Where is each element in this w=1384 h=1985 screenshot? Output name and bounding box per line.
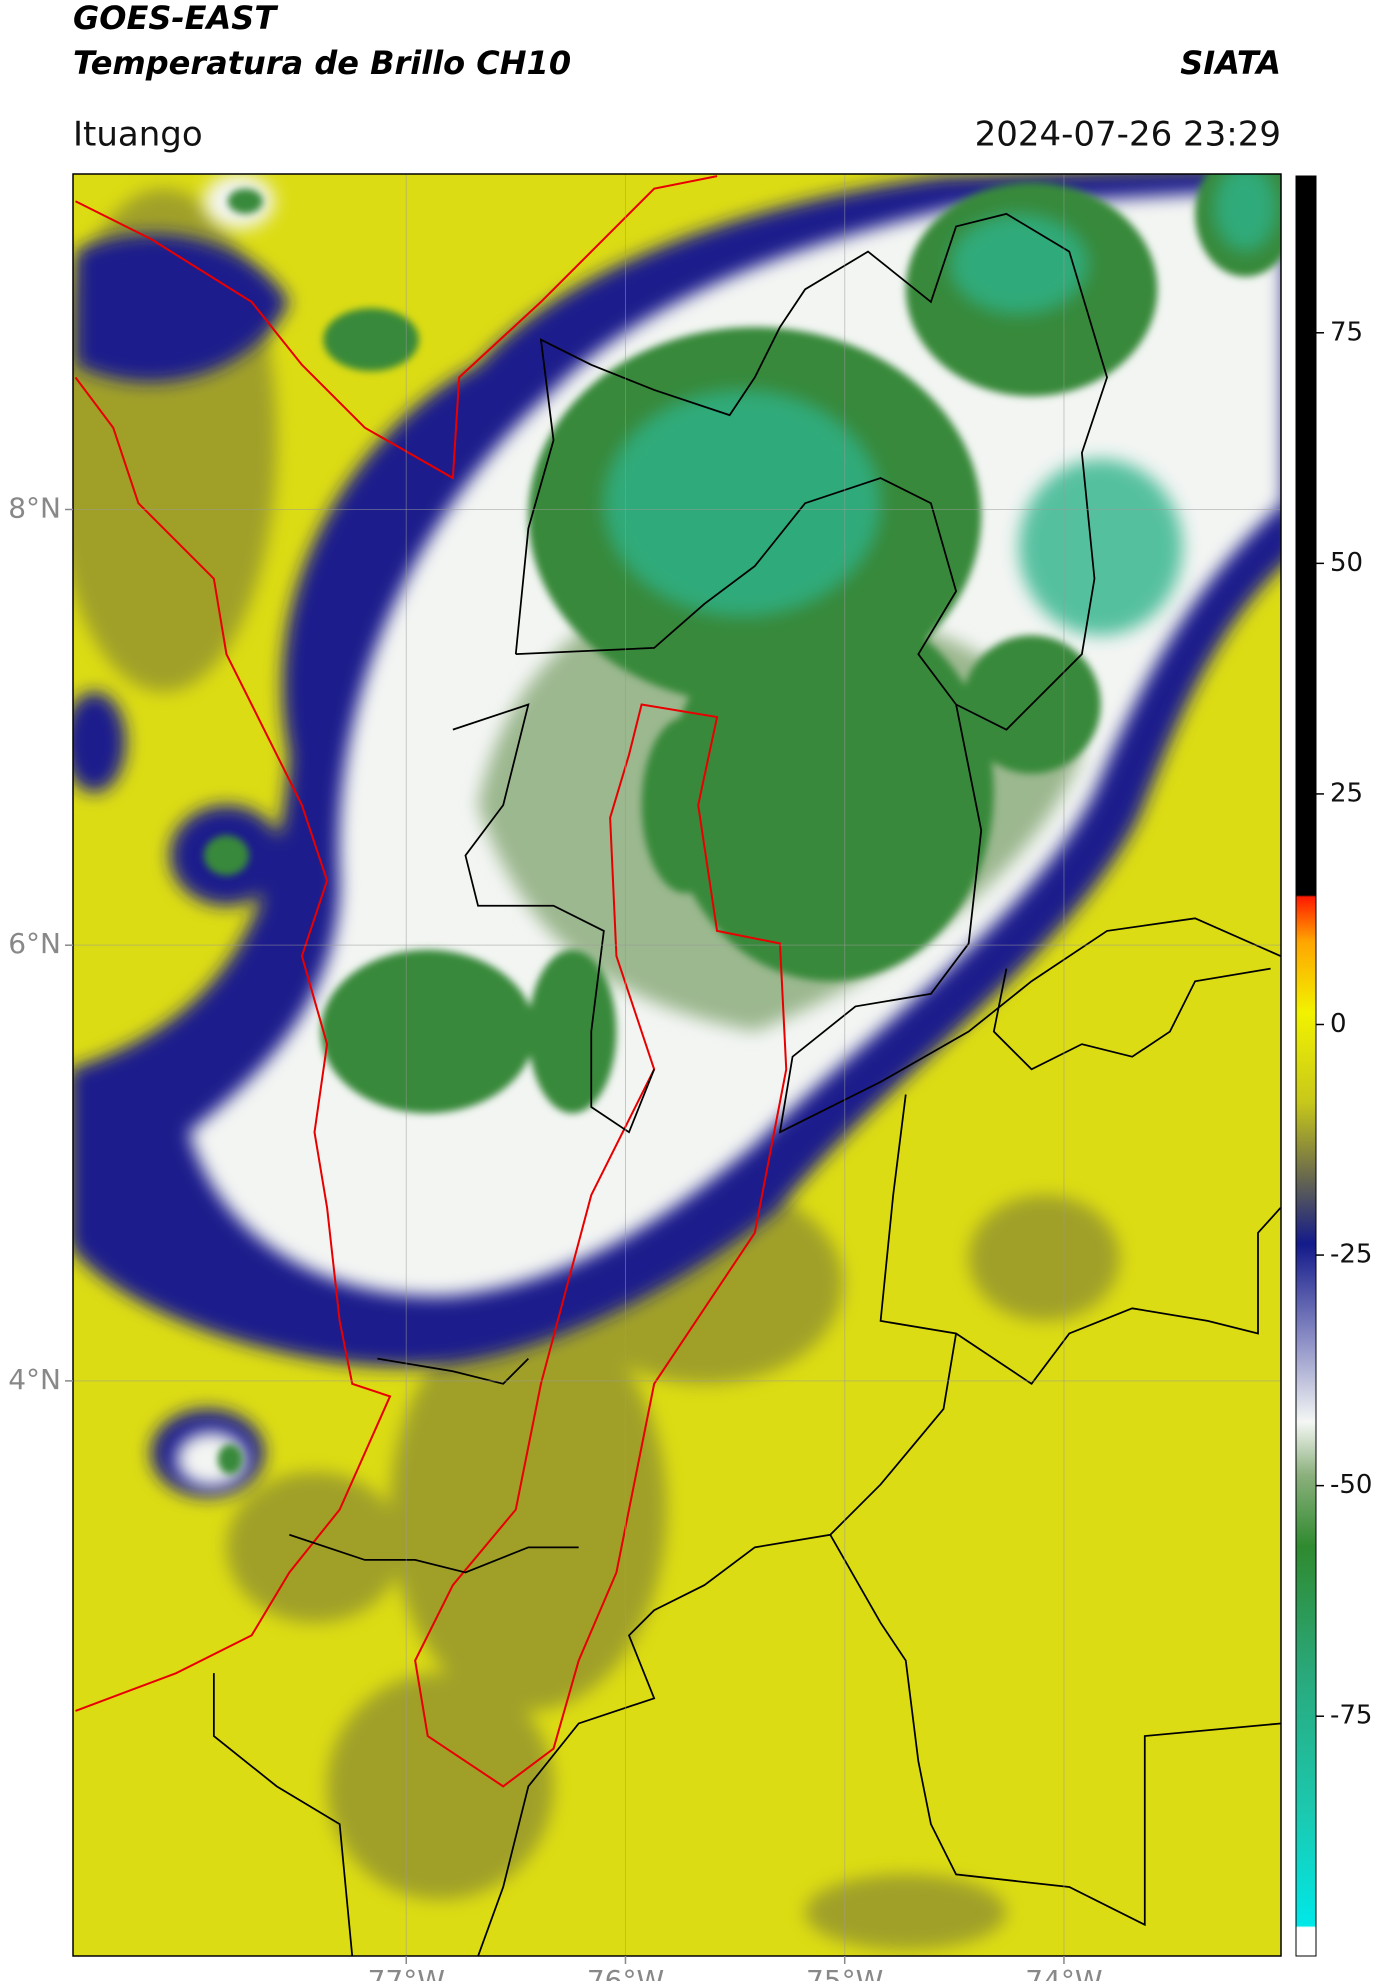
graticule xyxy=(73,174,1281,1956)
x-tick-label: 74°W xyxy=(1025,1964,1102,1981)
x-tick-label: 76°W xyxy=(587,1964,664,1981)
colorbar-label: 50 xyxy=(1330,548,1363,578)
colorbar-label: -75 xyxy=(1330,1701,1372,1731)
map-frame xyxy=(72,173,1282,1957)
y-tick-label: 6°N xyxy=(8,927,61,960)
brand: SIATA xyxy=(1180,44,1281,82)
colorbar-label: -50 xyxy=(1330,1470,1372,1500)
colorbar-label: -25 xyxy=(1330,1240,1372,1270)
subtitle: Temperatura de Brillo CH10 xyxy=(73,44,571,82)
title: GOES-EAST xyxy=(73,0,278,37)
location: Ituango xyxy=(73,115,203,155)
satellite-image xyxy=(73,174,1281,1956)
x-tick-label: 75°W xyxy=(806,1964,883,1981)
y-tick-label: 4°N xyxy=(8,1363,61,1396)
colorbar-label: 25 xyxy=(1330,778,1363,808)
colorbar-label: 75 xyxy=(1330,317,1363,347)
y-tick-label: 8°N xyxy=(8,491,61,524)
x-tick-label: 77°W xyxy=(368,1964,445,1981)
timestamp: 2024-07-26 23:29 xyxy=(975,115,1281,155)
colorbar-label: 0 xyxy=(1330,1009,1347,1039)
colorbar xyxy=(1295,175,1317,1957)
